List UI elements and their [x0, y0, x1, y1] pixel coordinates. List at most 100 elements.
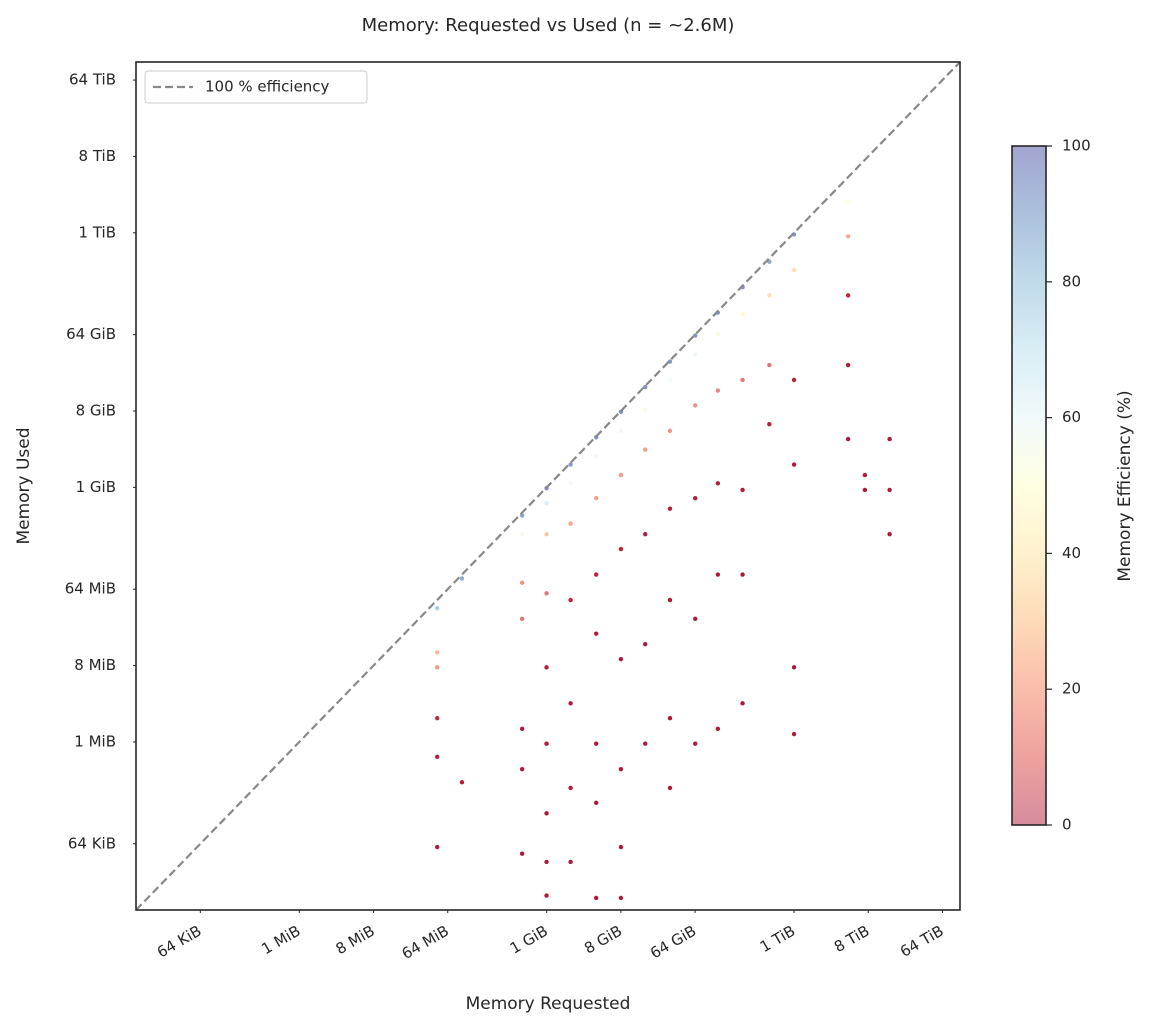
data-point: [568, 785, 573, 791]
data-point: [887, 487, 892, 493]
data-point: [435, 606, 440, 611]
legend-box: [144, 70, 368, 104]
y-tick-label: 1 MiB: [74, 732, 116, 750]
data-point: [519, 726, 525, 731]
data-point: [544, 859, 549, 865]
y-tick-label: 64 MiB: [65, 580, 116, 598]
colorbar: [1011, 145, 1047, 826]
colorbar-label: Memory Efficiency (%): [1115, 390, 1135, 581]
legend-label: 100 % efficiency: [205, 78, 330, 96]
data-point: [693, 352, 698, 357]
data-point: [435, 844, 440, 850]
colorbar-tick-label: 0: [1062, 816, 1072, 834]
data-point: [667, 785, 673, 791]
colorbar-tick-label: 80: [1062, 272, 1081, 290]
data-point: [693, 741, 698, 746]
data-point: [740, 701, 745, 706]
points-layer: [435, 200, 892, 901]
data-point: [740, 572, 745, 577]
x-tick-label: 1 TiB: [757, 922, 798, 956]
data-point: [862, 472, 868, 478]
data-point: [593, 800, 599, 805]
data-point: [544, 811, 549, 816]
data-point: [593, 895, 599, 901]
data-point: [845, 436, 851, 442]
data-point: [519, 766, 525, 772]
data-point: [544, 665, 549, 670]
data-point: [791, 377, 797, 383]
data-point: [667, 506, 673, 511]
data-point: [791, 731, 797, 737]
data-point: [593, 631, 599, 636]
data-point: [643, 447, 648, 452]
data-point: [544, 500, 549, 506]
x-tick-label: 64 GiB: [647, 922, 699, 963]
data-point: [693, 495, 698, 501]
x-axis-label: Memory Requested: [466, 994, 631, 1014]
data-point: [568, 597, 573, 603]
data-point: [568, 701, 573, 706]
data-point: [715, 481, 721, 486]
data-point: [459, 576, 465, 581]
y-tick-label: 8 MiB: [74, 656, 116, 674]
x-tick-label: 8 MiB: [333, 922, 378, 958]
data-point: [667, 716, 673, 721]
data-point: [715, 331, 721, 337]
data-point: [618, 656, 624, 662]
data-point: [568, 521, 573, 526]
data-point: [618, 844, 624, 850]
data-point: [618, 472, 624, 478]
data-point: [862, 487, 868, 493]
x-tick-label: 8 GiB: [581, 922, 625, 958]
data-point: [435, 716, 440, 721]
data-point: [544, 741, 549, 746]
data-point: [618, 766, 624, 772]
x-tick-label: 8 TiB: [831, 922, 872, 956]
y-tick-label: 64 KiB: [68, 834, 116, 852]
x-tick-label: 64 MiB: [399, 922, 452, 963]
data-point: [544, 591, 549, 596]
data-point: [568, 462, 573, 467]
data-point: [715, 726, 721, 731]
data-point: [740, 377, 745, 383]
data-point: [643, 407, 648, 412]
data-point: [693, 333, 698, 338]
data-point: [544, 531, 549, 537]
data-point: [845, 234, 851, 239]
data-point: [693, 403, 698, 408]
data-point: [568, 859, 573, 865]
reference-line: [136, 62, 960, 910]
y-tick-label: 8 TiB: [79, 147, 116, 165]
data-point: [740, 487, 745, 493]
x-tick-label: 64 KiB: [154, 922, 205, 962]
data-point: [618, 546, 624, 552]
colorbar-tick-label: 100: [1062, 137, 1091, 155]
data-point: [791, 665, 797, 670]
data-point: [618, 895, 624, 901]
data-point: [667, 428, 673, 434]
plot-frame: [135, 61, 961, 911]
overlay-layer: 64 KiB 1 MiB 8 MiB 64 MiB 1 GiB 8 GiB 64 GiB 1 …: [65, 61, 1091, 963]
data-point: [715, 388, 721, 393]
data-point: [693, 616, 698, 621]
y-tick-label: 8 GiB: [76, 401, 116, 419]
x-tick-label: 64 TiB: [897, 922, 947, 961]
data-point: [544, 893, 549, 898]
data-point: [887, 436, 892, 442]
data-point: [740, 311, 745, 317]
data-point: [767, 293, 772, 298]
chart-title: Memory: Requested vs Used (n = ~2.6M): [362, 15, 735, 36]
data-point: [643, 642, 648, 647]
data-point: [791, 462, 797, 467]
data-point: [791, 267, 797, 273]
colorbar-tick-label: 60: [1062, 408, 1081, 426]
y-tick-label: 64 GiB: [66, 325, 116, 343]
data-point: [845, 293, 851, 298]
data-point: [643, 741, 648, 746]
y-tick-label: 64 TiB: [69, 71, 116, 89]
data-point: [593, 454, 599, 459]
y-axis-label: Memory Used: [14, 427, 34, 544]
data-point: [715, 572, 721, 577]
data-point: [667, 597, 673, 603]
